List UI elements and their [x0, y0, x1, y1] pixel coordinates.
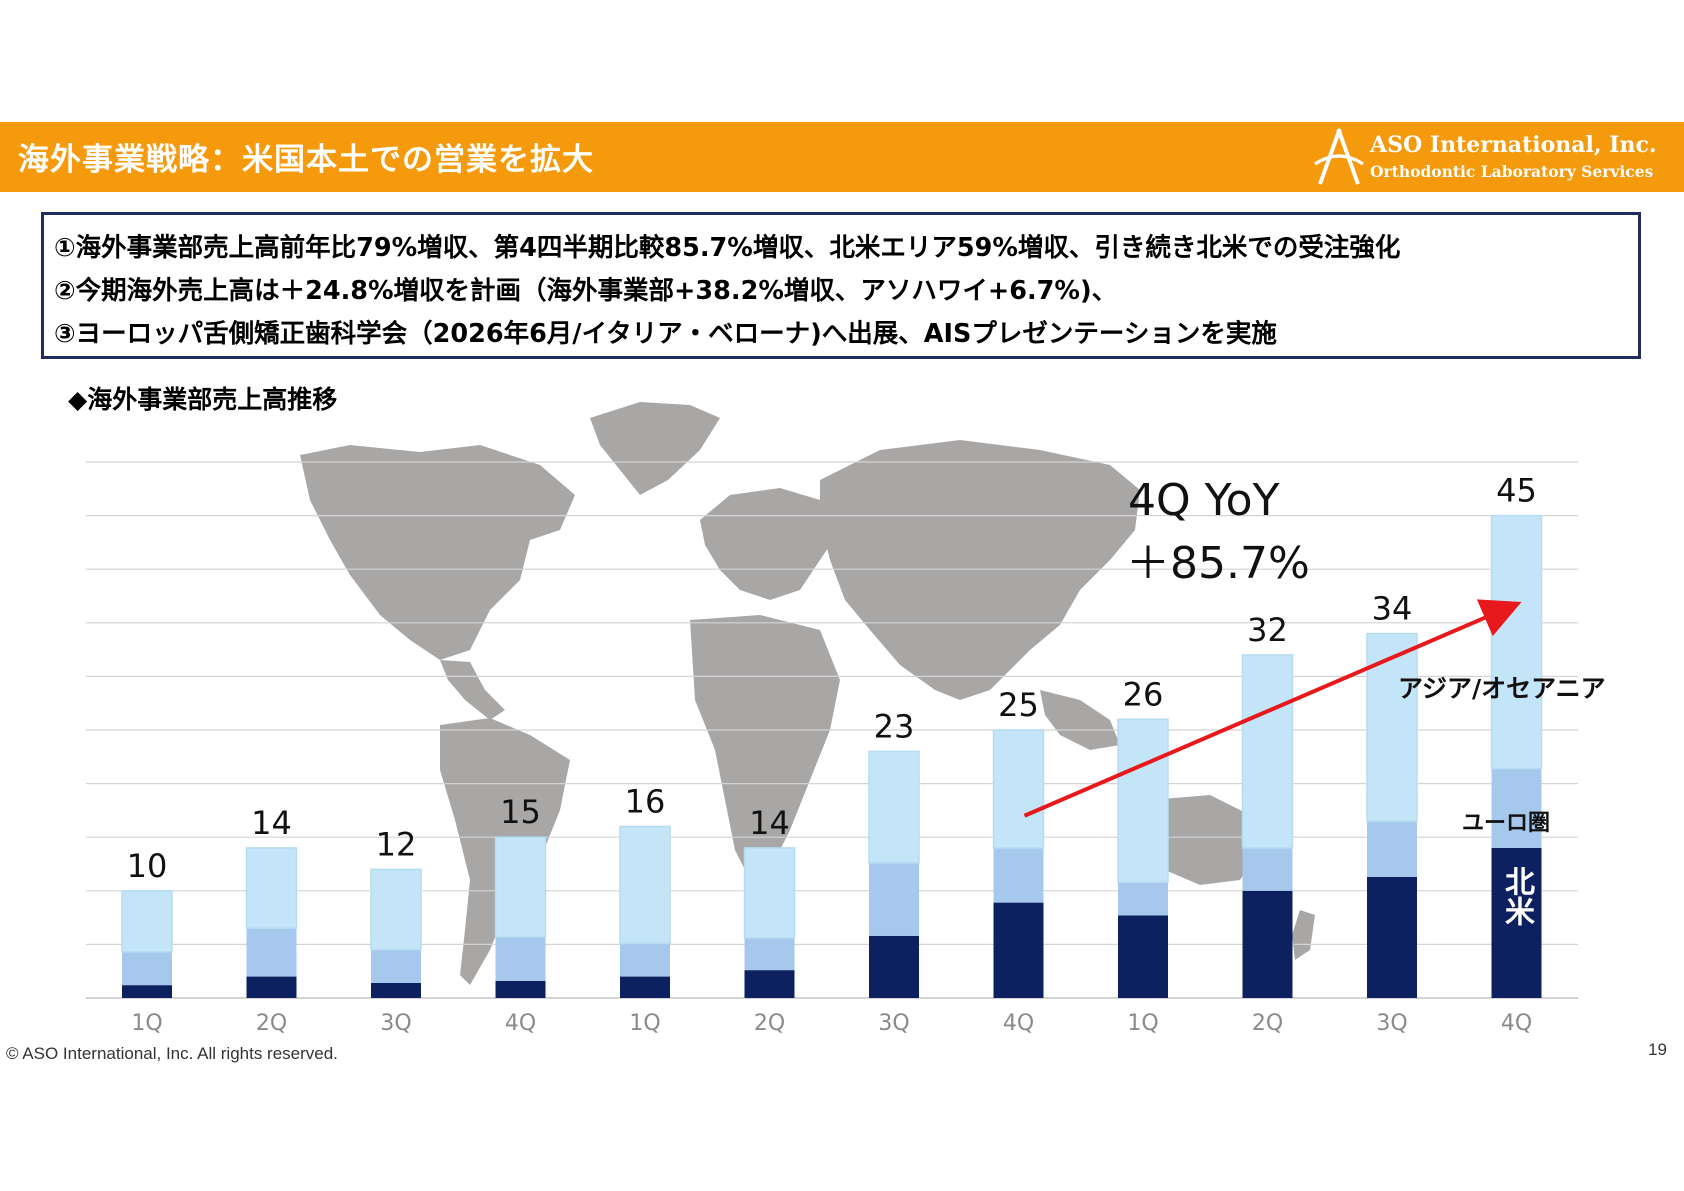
- bar-segment-europe: [1242, 847, 1293, 891]
- category-label: 4Q: [505, 1011, 536, 1036]
- bar-total-label: 45: [1496, 472, 1537, 510]
- bar-total-label: 16: [625, 782, 666, 820]
- bar-segment-europe: [869, 862, 919, 936]
- category-label: 3Q: [1376, 1011, 1407, 1036]
- category-label: 1Q: [131, 1011, 162, 1036]
- map-central-america: [440, 660, 505, 720]
- bar-segment-north-america: [246, 976, 297, 998]
- map-australia: [1150, 795, 1260, 885]
- bar-total-label: 15: [500, 793, 541, 831]
- bar-segment-north-america: [993, 902, 1044, 998]
- legend-asia-oceania: アジア/オセアニア: [1398, 674, 1606, 703]
- category-label: 4Q: [1501, 1011, 1532, 1036]
- summary-box: ①海外事業部売上高前年比79%増収、第4四半期比較85.7%増収、北米エリア59…: [41, 212, 1641, 359]
- bar-segment-europe: [1367, 821, 1417, 877]
- bar-segment-asia-oceania: [121, 890, 173, 953]
- bar-segment-asia-oceania: [868, 750, 920, 864]
- bar-segment-north-america: [122, 985, 172, 998]
- logo-company-name: ASO International, Inc.: [1370, 132, 1657, 158]
- title-bar: 海外事業戦略：米国本土での営業を拡大 ASO International, In…: [0, 122, 1684, 192]
- bar-segment-north-america: [1367, 876, 1417, 998]
- category-label: 2Q: [754, 1011, 785, 1036]
- chart-value-labels: 10 14 12 15 16 14 23 25 26 32 34 45: [127, 472, 1537, 885]
- bar-total-label: 25: [998, 686, 1039, 724]
- map-north-america: [300, 445, 575, 660]
- bar-segment-europe: [246, 928, 297, 977]
- bar-segment-north-america: [744, 970, 795, 998]
- bar-total-label: 10: [127, 847, 168, 885]
- bar-total-label: 23: [874, 707, 915, 745]
- bar-segment-europe: [620, 943, 670, 977]
- bar-segment-asia-oceania: [1490, 514, 1543, 770]
- bar-segment-europe: [122, 951, 172, 986]
- chart-category-labels: 1Q 2Q 3Q 4Q 1Q 2Q 3Q 4Q 1Q 2Q 3Q 4Q: [131, 1011, 1532, 1036]
- bar-segment-asia-oceania: [619, 825, 671, 945]
- bar-total-label: 14: [749, 804, 790, 842]
- bar-segment-north-america: [1491, 847, 1542, 998]
- logo-tagline: Orthodontic Laboratory Services: [1370, 162, 1654, 181]
- summary-line-1: ①海外事業部売上高前年比79%増収、第4四半期比較85.7%増収、北米エリア59…: [54, 233, 1401, 263]
- bar-segment-asia-oceania: [370, 868, 422, 951]
- bar-segment-asia-oceania: [1241, 654, 1294, 849]
- legend-europe: ユーロ圏: [1462, 811, 1550, 836]
- aso-logo-icon: [1314, 128, 1364, 185]
- bar-segment-europe: [371, 949, 421, 983]
- bar-segment-asia-oceania: [743, 847, 796, 939]
- bar-segment-asia-oceania: [494, 836, 547, 938]
- bar-segment-north-america: [371, 982, 421, 998]
- category-label: 3Q: [878, 1011, 909, 1036]
- map-southeast-asia: [1040, 690, 1120, 750]
- page-title: 海外事業戦略：米国本土での営業を拡大: [18, 142, 594, 178]
- category-label: 1Q: [629, 1011, 660, 1036]
- bar-segment-europe: [993, 847, 1044, 903]
- map-europe: [700, 488, 840, 600]
- page-number: 19: [1648, 1040, 1667, 1059]
- summary-line-3: ③ヨーロッパ舌側矯正歯科学会（2026年6月/イタリア・ベローナ)へ出展、AIS…: [54, 319, 1277, 349]
- bar-segment-asia-oceania: [245, 847, 298, 930]
- legend-north-america: 北米: [1499, 866, 1535, 926]
- chart-bars: [121, 514, 1543, 998]
- bar-segment-europe: [1118, 882, 1168, 916]
- annotation-yoy-value: ＋85.7%: [1126, 538, 1310, 589]
- bar-segment-north-america: [1242, 890, 1293, 998]
- map-new-zealand: [1292, 910, 1315, 960]
- category-label: 2Q: [256, 1011, 287, 1036]
- growth-arrow: [1023, 599, 1522, 818]
- bar-total-label: 32: [1247, 611, 1288, 649]
- company-logo: ASO International, Inc. Orthodontic Labo…: [1308, 126, 1668, 188]
- category-label: 1Q: [1127, 1011, 1158, 1036]
- bar-segment-asia-oceania: [992, 729, 1045, 849]
- bar-total-label: 26: [1123, 675, 1164, 713]
- annotation-yoy-label: 4Q YoY: [1128, 475, 1280, 526]
- map-africa: [690, 615, 840, 880]
- chart-gridlines: [86, 461, 1578, 999]
- map-asia: [820, 440, 1140, 700]
- bar-segment-north-america: [869, 935, 919, 998]
- chart-heading: ◆海外事業部売上高推移: [68, 385, 338, 414]
- bar-segment-europe: [1491, 768, 1542, 848]
- category-label: 2Q: [1252, 1011, 1283, 1036]
- bar-segment-asia-oceania: [1117, 718, 1169, 883]
- bar-segment-north-america: [1118, 915, 1168, 998]
- bar-segment-asia-oceania: [1366, 632, 1418, 822]
- summary-line-2: ②今期海外売上高は＋24.8%増収を計画（海外事業部+38.2%増収、アソハワイ…: [54, 276, 1118, 306]
- category-label: 4Q: [1003, 1011, 1034, 1036]
- bar-total-label: 12: [376, 825, 417, 863]
- copyright-notice: © ASO International, Inc. All rights res…: [6, 1044, 338, 1063]
- map-greenland: [590, 402, 720, 495]
- bar-total-label: 34: [1372, 590, 1413, 628]
- bar-segment-north-america: [495, 980, 546, 998]
- bar-segment-europe: [495, 936, 546, 981]
- bar-total-label: 14: [251, 804, 292, 842]
- bar-segment-north-america: [620, 976, 670, 998]
- category-label: 3Q: [380, 1011, 411, 1036]
- bar-segment-europe: [744, 937, 795, 971]
